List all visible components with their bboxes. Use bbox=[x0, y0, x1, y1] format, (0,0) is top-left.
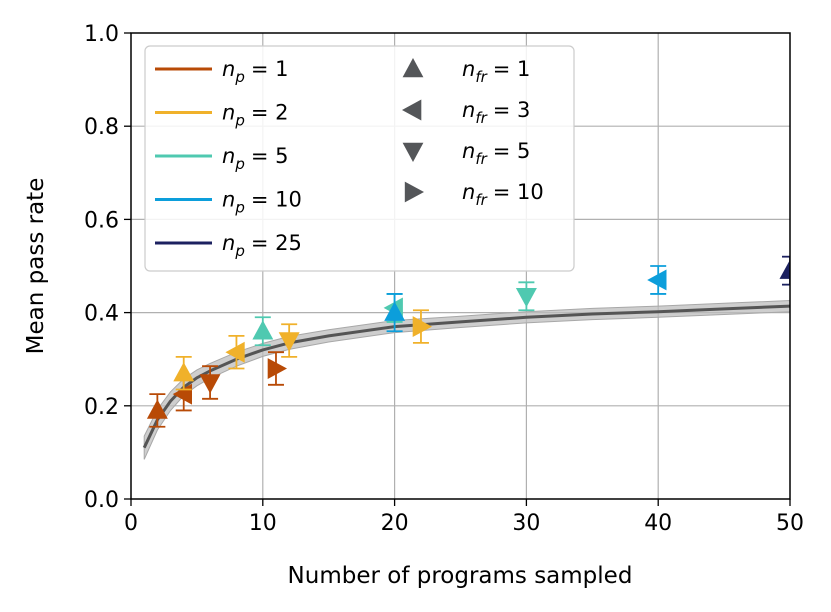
axis-ticks: 0 10 20 30 40 50 0.0 0.2 0.4 0.6 0.8 1.0 bbox=[84, 22, 804, 536]
data-point-np2-nfr3 bbox=[225, 334, 245, 370]
legend-label-np-1: np = 2 bbox=[222, 101, 288, 130]
data-point-np1-nfr10 bbox=[267, 351, 287, 386]
legend-label-nfr-2: nfr = 5 bbox=[462, 139, 530, 168]
data-point-np1-nfr5 bbox=[199, 365, 221, 400]
data-point-np2-nfr5 bbox=[278, 323, 300, 358]
legend-label-np-3: np = 10 bbox=[222, 188, 302, 217]
marker-down bbox=[278, 332, 300, 352]
y-axis-label: Mean pass rate bbox=[23, 178, 49, 355]
data-point-np10-nfr3 bbox=[647, 265, 667, 295]
legend-label-nfr-0: nfr = 1 bbox=[462, 57, 530, 86]
marker-down bbox=[515, 288, 537, 308]
marker-up bbox=[146, 399, 168, 419]
marker-up bbox=[173, 362, 195, 382]
marker-right bbox=[412, 316, 432, 337]
plot-frame bbox=[130, 32, 791, 500]
data-point-np1-nfr1 bbox=[146, 393, 168, 428]
data-point-np2-nfr1 bbox=[173, 355, 195, 391]
marker-up bbox=[779, 259, 790, 279]
x-tick-label: 10 bbox=[249, 511, 277, 536]
y-tick-label: 1.0 bbox=[84, 22, 119, 47]
legend-marker-up bbox=[402, 58, 424, 78]
data-points bbox=[146, 255, 790, 428]
y-tick-label: 0.4 bbox=[84, 302, 119, 327]
y-tick-label: 0.6 bbox=[84, 208, 119, 233]
data-point-np10-nfr1 bbox=[384, 293, 406, 333]
data-point-np5-nfr1 bbox=[252, 316, 274, 347]
x-tick-label: 20 bbox=[381, 511, 409, 536]
legend-marker-left bbox=[402, 99, 422, 121]
marker-left bbox=[225, 341, 245, 363]
legend-label-np-2: np = 5 bbox=[222, 144, 288, 173]
x-axis-label: Number of programs sampled bbox=[288, 563, 633, 589]
marker-down bbox=[199, 374, 221, 394]
legend-label-np-4: np = 25 bbox=[222, 231, 302, 260]
data-point-np25-nfr1 bbox=[779, 255, 790, 286]
x-tick-label: 0 bbox=[124, 511, 138, 536]
data-point-np2-nfr10 bbox=[412, 309, 432, 344]
legend-box bbox=[144, 45, 575, 272]
y-tick-label: 0.8 bbox=[84, 115, 119, 140]
y-tick-label: 0.0 bbox=[84, 488, 119, 513]
legend-label-nfr-1: nfr = 3 bbox=[462, 98, 530, 127]
legend-label-nfr-3: nfr = 10 bbox=[462, 180, 544, 209]
legend-marker-right bbox=[404, 181, 424, 203]
x-tick-label: 40 bbox=[644, 511, 672, 536]
marker-right bbox=[267, 358, 287, 379]
y-tick-label: 0.2 bbox=[84, 395, 119, 420]
legend: np = 1 np = 2 np = 5 np = 10 np = 25 nfr = 1 nfr = 3 n… bbox=[144, 45, 575, 272]
x-tick-label: 50 bbox=[776, 511, 804, 536]
x-tick-label: 30 bbox=[512, 511, 540, 536]
legend-label-np-0: np = 1 bbox=[222, 57, 288, 86]
marker-up bbox=[252, 320, 274, 340]
marker-left bbox=[647, 269, 667, 291]
marker-up bbox=[384, 301, 406, 321]
legend-marker-down bbox=[402, 142, 424, 162]
data-point-np5-nfr5 bbox=[515, 281, 537, 312]
